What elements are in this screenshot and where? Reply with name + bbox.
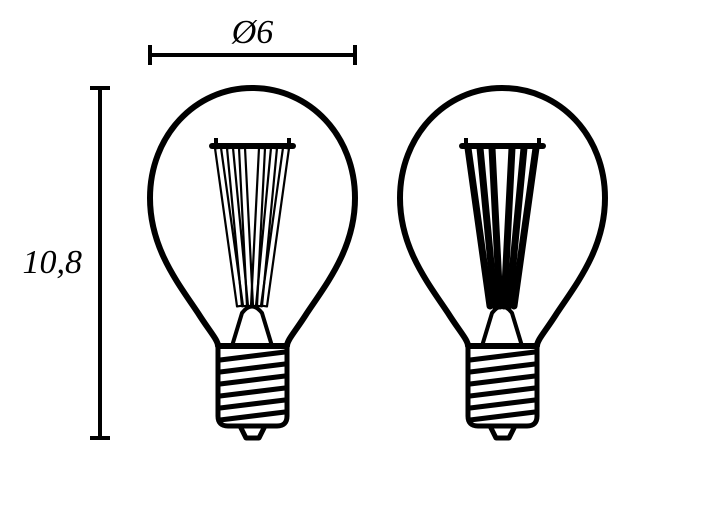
bulb-solid-filaments: [400, 88, 605, 438]
bulb-thread: [220, 376, 285, 384]
filament-cap: [283, 148, 289, 149]
diameter-label: Ø6: [231, 14, 274, 51]
height-label: 10,8: [23, 244, 83, 281]
filament-cap: [227, 148, 233, 149]
bulb-stem: [232, 307, 272, 347]
bulb-thread: [470, 400, 535, 408]
bulb-thread: [470, 388, 535, 396]
bulb-thread: [220, 400, 285, 408]
bulb-thread: [220, 412, 285, 420]
filament-cap: [215, 148, 221, 149]
bulb-thread: [220, 388, 285, 396]
bulb-thread: [220, 352, 285, 360]
filament-cap: [271, 148, 277, 149]
bulb-thread: [470, 352, 535, 360]
bulb-outline-filaments: [150, 88, 355, 438]
bulb-stem: [482, 307, 522, 347]
bulb-thread: [470, 412, 535, 420]
bulb-thread: [470, 376, 535, 384]
bulb-thread: [220, 364, 285, 372]
filament-cap: [261, 306, 267, 307]
bulb-thread: [470, 364, 535, 372]
